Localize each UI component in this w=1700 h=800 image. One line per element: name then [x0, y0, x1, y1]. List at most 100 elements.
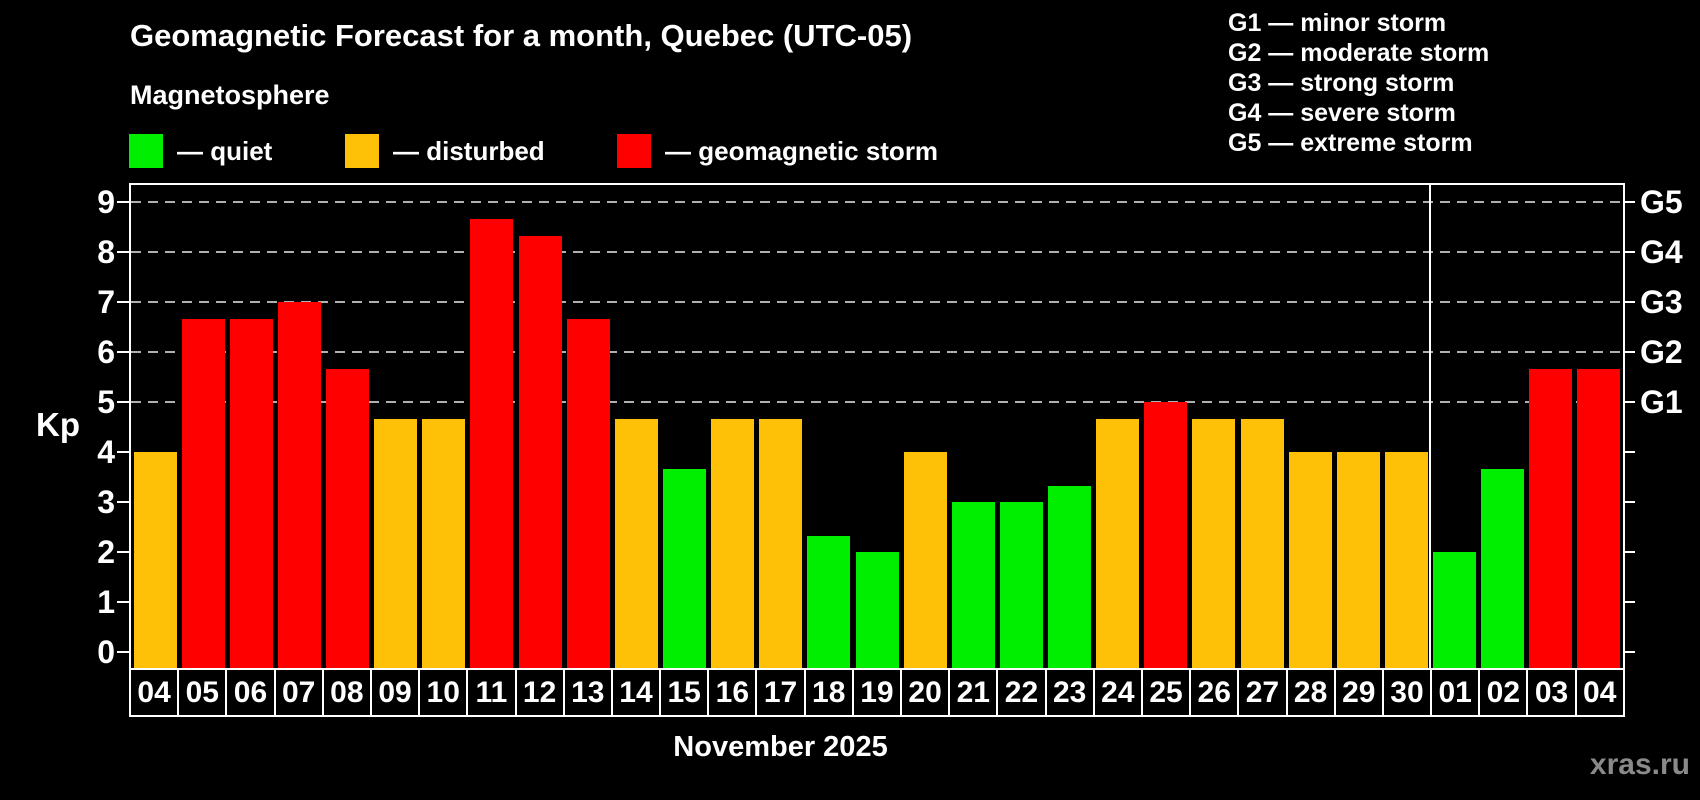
left-tick-kp0 — [117, 651, 129, 653]
date-cell-nov-25: 25 — [1140, 670, 1189, 715]
bar-04 — [1577, 368, 1621, 668]
g-scale-label-g2: G2 — [1640, 334, 1683, 370]
y-axis-label-7: 7 — [97, 284, 115, 320]
bar-07 — [277, 302, 321, 668]
y-axis-label-4: 4 — [97, 434, 115, 470]
bar-11 — [470, 218, 514, 668]
right-tick-kp5 — [1623, 401, 1635, 403]
storm-swatch — [617, 134, 651, 168]
g-scale-label-g3: G3 — [1640, 284, 1683, 320]
gridline-kp5 — [131, 401, 1623, 403]
storm-legend-line-5: G5 — extreme storm — [1228, 129, 1473, 157]
chart-subtitle: Magnetosphere — [130, 80, 330, 110]
date-cell-nov-21: 21 — [948, 670, 996, 715]
storm-legend-line-4: G4 — severe storm — [1228, 99, 1456, 127]
date-cell-nov-11: 11 — [466, 670, 514, 715]
date-cell-nov-26: 26 — [1189, 670, 1237, 715]
date-cell-nov-20: 20 — [900, 670, 948, 715]
quiet-swatch — [129, 134, 163, 168]
date-cell-nov-06: 06 — [225, 670, 273, 715]
bar-22 — [999, 502, 1043, 668]
right-tick-kp8 — [1623, 251, 1635, 253]
y-axis-label-2: 2 — [97, 534, 115, 570]
x-axis-date-row: 04 05 06 07 08 09 10 11 12 13 14 15 16 17 18 19 20 21 22 23… — [129, 668, 1625, 717]
date-cell-nov-05: 05 — [177, 670, 225, 715]
storm-legend-line-1: G1 — minor storm — [1228, 9, 1447, 37]
gridline-kp6 — [131, 351, 1623, 353]
storm-scale-legend: G1 — minor storm G2 — moderate storm G3 — … — [1228, 8, 1489, 158]
left-tick-kp4 — [117, 451, 129, 453]
plot-area — [129, 183, 1625, 668]
right-tick-kp2 — [1623, 551, 1635, 553]
gridline-kp7 — [131, 301, 1623, 303]
date-cell-nov-10: 10 — [418, 670, 466, 715]
g-scale-label-g1: G1 — [1640, 384, 1683, 420]
bar-15 — [662, 468, 706, 668]
date-cell-nov-08: 08 — [321, 670, 370, 715]
y-axis-label-5: 5 — [97, 384, 115, 420]
bar-19 — [855, 552, 899, 668]
right-tick-kp6 — [1623, 351, 1635, 353]
date-cell-dec-04: 04 — [1574, 670, 1623, 715]
legend-item-quiet: — quiet — [129, 130, 272, 172]
legend-item-storm: — geomagnetic storm — [617, 130, 938, 172]
bar-06 — [229, 318, 273, 668]
date-cell-nov-27: 27 — [1237, 670, 1285, 715]
left-tick-kp8 — [117, 251, 129, 253]
date-cell-nov-04: 04 — [137, 675, 171, 709]
bar-30 — [1384, 452, 1428, 668]
chart-title: Geomagnetic Forecast for a month, Quebec… — [130, 18, 913, 53]
right-tick-kp0 — [1623, 651, 1635, 653]
bar-29 — [1336, 452, 1380, 668]
bar-27 — [1240, 418, 1284, 668]
right-tick-kp1 — [1623, 601, 1635, 603]
bar-01 — [1433, 552, 1477, 668]
bar-20 — [903, 452, 947, 668]
bar-08 — [326, 368, 370, 668]
y-axis-title: Kp — [36, 406, 80, 443]
date-cell-nov-30: 30 — [1381, 670, 1430, 715]
date-cell-nov-29: 29 — [1333, 670, 1382, 715]
date-cell-nov-28: 28 — [1285, 670, 1334, 715]
legend-item-disturbed: — disturbed — [345, 130, 545, 172]
y-axis-label-1: 1 — [97, 584, 115, 620]
left-tick-kp9 — [117, 201, 129, 203]
gridline-kp9 — [131, 201, 1623, 203]
bar-02 — [1481, 468, 1525, 668]
bar-12 — [518, 235, 562, 668]
left-tick-kp3 — [117, 501, 129, 503]
y-axis-label-3: 3 — [97, 484, 115, 520]
date-cell-dec-03: 03 — [1526, 670, 1574, 715]
disturbed-swatch — [345, 134, 379, 168]
condition-legend: — quiet — disturbed — geomagnetic storm — [0, 130, 1100, 172]
date-cell-nov-23: 23 — [1044, 670, 1093, 715]
date-cell-nov-07: 07 — [273, 670, 322, 715]
date-cell-nov-09: 09 — [369, 670, 418, 715]
y-axis-label-8: 8 — [97, 234, 115, 270]
bar-09 — [374, 418, 418, 668]
x-axis-title: November 2025 — [673, 731, 888, 763]
storm-legend-line-2: G2 — moderate storm — [1228, 39, 1490, 67]
watermark: xras.ru — [1589, 748, 1690, 781]
bar-10 — [422, 418, 466, 668]
left-tick-kp7 — [117, 301, 129, 303]
y-axis-label-9: 9 — [97, 184, 115, 220]
bar-18 — [807, 535, 851, 668]
left-tick-kp1 — [117, 601, 129, 603]
date-cell-nov-24: 24 — [1092, 670, 1141, 715]
bar-25 — [1144, 402, 1188, 668]
date-cell-nov-22: 22 — [996, 670, 1044, 715]
date-cell-nov-14: 14 — [610, 670, 659, 715]
date-cell-dec-01: 01 — [1430, 670, 1478, 715]
bar-21 — [951, 502, 995, 668]
month-separator-line — [1429, 185, 1432, 668]
date-cell-nov-18: 18 — [803, 670, 852, 715]
bar-13 — [566, 318, 610, 668]
date-cell-nov-12: 12 — [514, 670, 563, 715]
bar-24 — [1096, 418, 1140, 668]
date-cell-nov-15: 15 — [659, 670, 707, 715]
legend-label-disturbed: — disturbed — [393, 135, 545, 166]
bar-03 — [1529, 368, 1573, 668]
bar-28 — [1288, 452, 1332, 668]
right-tick-kp9 — [1623, 201, 1635, 203]
